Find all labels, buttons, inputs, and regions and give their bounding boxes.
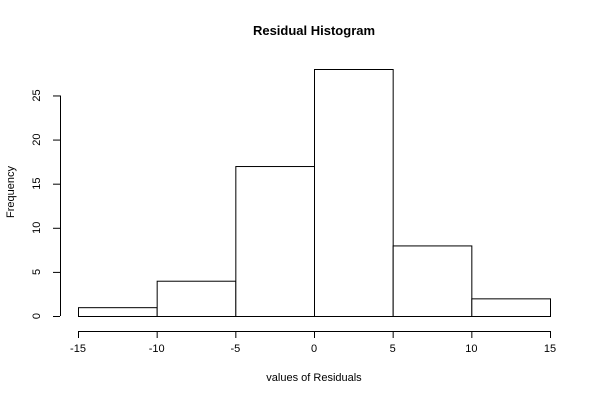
histogram-bar-4: [392, 245, 473, 317]
histogram-bar-2: [235, 166, 315, 317]
y-tick-label-2: 10: [31, 222, 43, 234]
x-axis-label: values of Residuals: [266, 372, 362, 384]
y-tick-label-4: 20: [31, 133, 43, 145]
y-axis-label: Frequency: [5, 166, 17, 218]
y-tick-label-5: 25: [31, 89, 43, 101]
bars-group: [78, 69, 552, 318]
x-tick-label-0: -15: [70, 343, 86, 355]
x-tick-label-1: -10: [149, 343, 165, 355]
x-axis: -15 -10 -5 0 5 10 15: [70, 331, 556, 355]
histogram-bar-1: [156, 280, 237, 318]
x-tick-label-2: -5: [230, 343, 240, 355]
histogram-bar-3: [314, 69, 394, 317]
x-tick-label-4: 5: [390, 343, 396, 355]
histogram-bar-0: [78, 307, 158, 317]
x-tick-label-6: 15: [544, 343, 556, 355]
y-tick-label-3: 15: [31, 178, 43, 190]
y-tick-label-1: 5: [31, 269, 43, 275]
x-tick-label-3: 0: [311, 343, 317, 355]
chart-title: Residual Histogram: [253, 23, 375, 38]
y-tick-label-0: 0: [31, 313, 43, 319]
y-axis: 0 5 10 15 20 25: [31, 89, 61, 319]
x-tick-label-5: 10: [465, 343, 477, 355]
histogram-bar-5: [471, 298, 552, 318]
